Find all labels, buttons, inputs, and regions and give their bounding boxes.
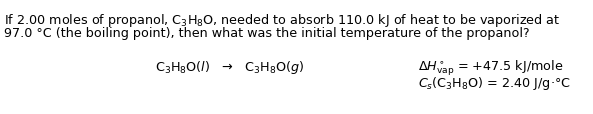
- Text: C$_3$H$_8$O($l$)   →   C$_3$H$_8$O($g$): C$_3$H$_8$O($l$) → C$_3$H$_8$O($g$): [155, 58, 305, 75]
- Text: Δ$H^\circ_{\rm vap}$ = +47.5 kJ/mole: Δ$H^\circ_{\rm vap}$ = +47.5 kJ/mole: [418, 58, 563, 78]
- Text: If 2.00 moles of propanol, C$_3$H$_8$O, needed to absorb 110.0 kJ of heat to be : If 2.00 moles of propanol, C$_3$H$_8$O, …: [4, 12, 560, 29]
- Text: $C_s$(C$_3$H$_8$O) = 2.40 J/g·°C: $C_s$(C$_3$H$_8$O) = 2.40 J/g·°C: [418, 74, 570, 91]
- Text: 97.0 °C (the boiling point), then what was the initial temperature of the propan: 97.0 °C (the boiling point), then what w…: [4, 27, 530, 40]
